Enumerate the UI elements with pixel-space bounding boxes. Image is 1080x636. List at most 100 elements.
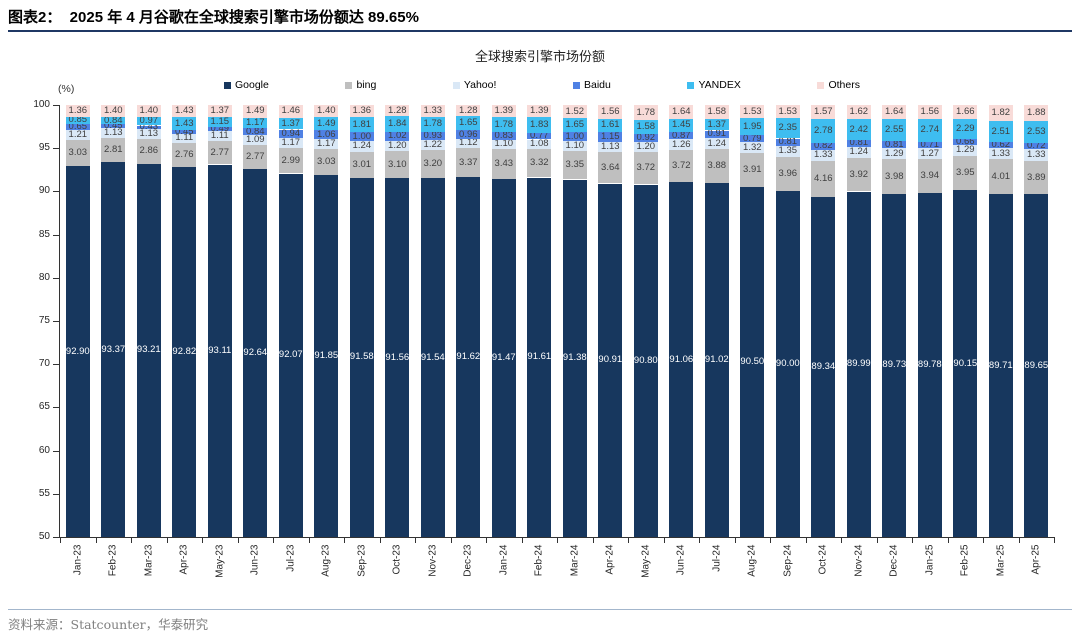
y-axis-tick — [53, 278, 59, 279]
bar-segment-baidu — [846, 139, 871, 147]
bar-segment-yandex — [846, 119, 871, 140]
bar-segment-google — [562, 179, 587, 537]
bar-segment-others — [65, 105, 90, 117]
bar-segment-baidu — [811, 142, 836, 150]
x-axis-tick — [486, 538, 487, 543]
bar-segment-google — [882, 193, 907, 537]
bar-segment-others — [953, 105, 978, 120]
bar-segment-yahoo — [491, 139, 516, 150]
bar-segment-bing — [953, 156, 978, 191]
bar-segment-others — [207, 105, 232, 117]
bar-segment-baidu — [704, 130, 729, 139]
legend-item-yahoo: Yahoo! — [452, 79, 497, 91]
bar-segment-baidu — [1024, 143, 1049, 150]
bar-segment-yahoo — [207, 131, 232, 141]
x-axis-category-label: Aug-24 — [746, 544, 758, 577]
bar-segment-baidu — [172, 129, 197, 134]
x-axis-tick — [1019, 538, 1020, 543]
x-axis-tick — [522, 538, 523, 543]
y-axis-tick-label: 55 — [38, 488, 50, 499]
y-axis-tick — [53, 235, 59, 236]
bar-segment-google — [704, 182, 729, 537]
bar-segment-others — [740, 105, 765, 119]
y-axis-tick-label: 75 — [38, 315, 50, 326]
bar-segment-others — [882, 105, 907, 120]
bar-segment-others — [1024, 105, 1049, 122]
bar-segment-bing — [527, 148, 552, 178]
bar-segment-yandex — [456, 116, 481, 131]
bar-segment-google — [65, 166, 90, 537]
y-axis-tick — [53, 494, 59, 495]
x-axis-tick — [60, 538, 61, 543]
bar-segment-bing — [562, 150, 587, 180]
legend-item-bing: bing — [345, 79, 376, 91]
x-axis-category-label: Oct-24 — [817, 544, 829, 575]
bar-segment-bing — [101, 138, 126, 163]
bar-segment-yahoo — [846, 146, 871, 158]
x-axis-tick — [451, 538, 452, 543]
y-axis-line — [59, 105, 60, 538]
x-axis-tick — [664, 538, 665, 543]
bar-segment-google — [811, 197, 836, 537]
bar-segment-google — [988, 193, 1013, 537]
source-text: 资料来源：Statcounter，华泰研究 — [8, 617, 209, 632]
bar-segment-baidu — [669, 131, 694, 140]
x-axis-tick — [948, 538, 949, 543]
y-axis-tick-label: 60 — [38, 445, 50, 456]
bar-segment-google — [456, 177, 481, 537]
bar-segment-yandex — [988, 120, 1013, 143]
bar-segment-yandex — [136, 117, 161, 126]
bar-segment-google — [633, 184, 658, 537]
bar-segment-yahoo — [953, 144, 978, 156]
x-axis-category-label: Apr-24 — [604, 544, 616, 575]
x-axis-tick — [131, 538, 132, 543]
legend-swatch-others — [817, 81, 825, 89]
x-axis-category-label: Mar-25 — [995, 544, 1007, 577]
bar-segment-yahoo — [314, 139, 339, 150]
bar-segment-bing — [207, 140, 232, 165]
bar-segment-others — [101, 105, 126, 118]
bar-segment-google — [243, 168, 268, 537]
bar-segment-bing — [775, 157, 800, 192]
y-axis-tick — [53, 537, 59, 538]
bar-segment-others — [172, 105, 197, 118]
x-axis-tick — [699, 538, 700, 543]
bar-segment-google — [314, 175, 339, 537]
y-axis-tick-label: 85 — [38, 229, 50, 240]
bar-segment-others — [456, 105, 481, 117]
bar-segment-yandex — [349, 116, 374, 133]
bar-segment-yahoo — [172, 133, 197, 144]
bar-segment-yahoo — [243, 135, 268, 145]
legend-label: YANDEX — [698, 79, 741, 91]
bar-segment-yandex — [882, 119, 907, 142]
bar-segment-bing — [988, 159, 1013, 194]
x-axis-tick — [841, 538, 842, 543]
bar-segment-yandex — [669, 119, 694, 132]
bar-segment-baidu — [349, 132, 374, 141]
bar-segment-yahoo — [101, 128, 126, 138]
report-title: 图表2： 2025 年 4 月谷歌在全球搜索引擎市场份额达 89.65% — [8, 9, 419, 26]
bar-segment-yahoo — [456, 138, 481, 149]
bar-segment-bing — [882, 159, 907, 194]
x-axis-category-label: Jan-24 — [498, 544, 510, 576]
bar-segment-yahoo — [598, 142, 623, 153]
bar-segment-others — [669, 105, 694, 120]
x-axis-category-label: Jul-23 — [285, 544, 297, 572]
bar-segment-yahoo — [349, 141, 374, 152]
x-axis-category-label: Jul-24 — [711, 544, 723, 572]
bar-segment-google — [349, 177, 374, 537]
y-axis-tick-label: 65 — [38, 401, 50, 412]
bar-segment-baidu — [917, 142, 942, 149]
bar-segment-baidu — [136, 125, 161, 130]
bar-segment-baidu — [385, 132, 410, 141]
legend-label: Yahoo! — [463, 79, 497, 91]
x-axis-category-label: Mar-23 — [143, 544, 155, 577]
bar-segment-yandex — [811, 118, 836, 143]
bar-segment-google — [846, 191, 871, 537]
bar-segment-baidu — [953, 139, 978, 145]
bar-segment-yandex — [243, 117, 268, 128]
bar-segment-baidu — [598, 132, 623, 143]
x-axis-category-label: Feb-24 — [533, 544, 545, 577]
x-axis-category-label: Sep-24 — [782, 544, 794, 577]
bar-segment-bing — [314, 149, 339, 176]
